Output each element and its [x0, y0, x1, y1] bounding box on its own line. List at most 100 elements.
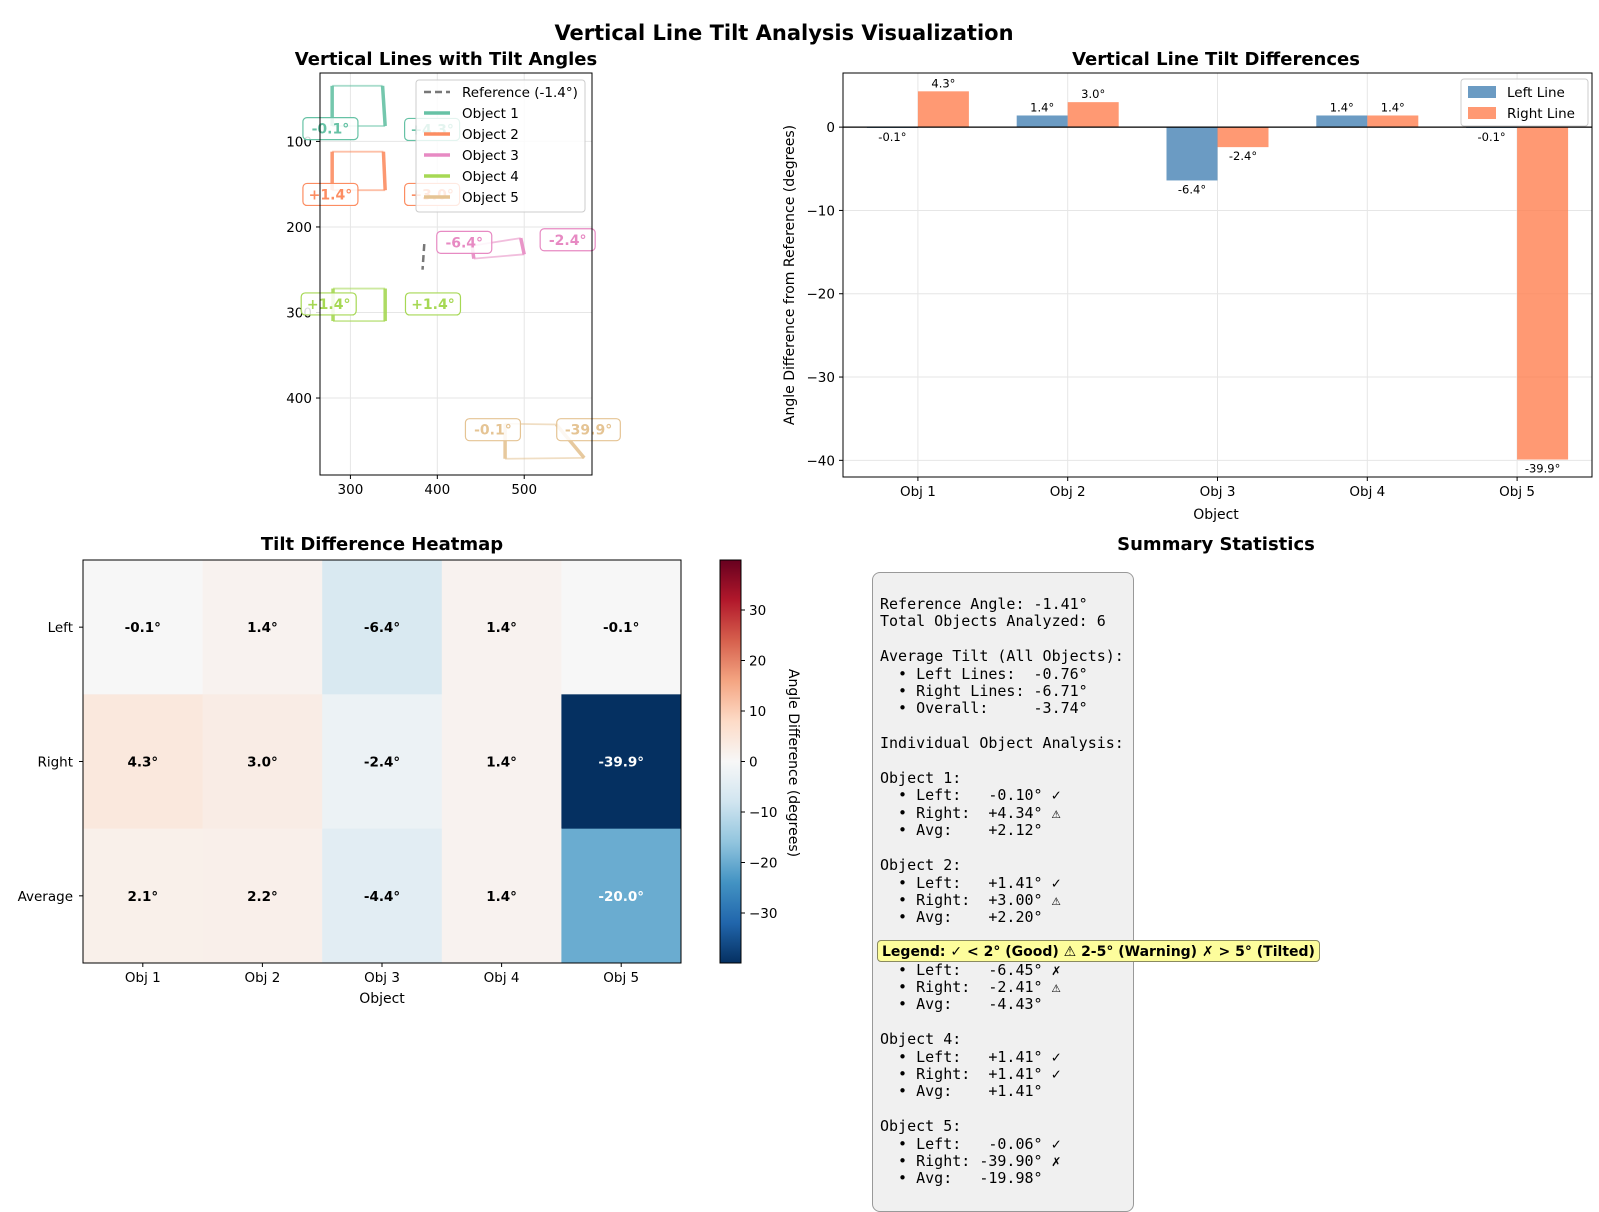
bars-panel-title: Vertical Line Tilt Differences: [1072, 49, 1360, 70]
object-5-left-label-box: [464, 418, 522, 442]
x-tick-label: Obj 1: [900, 484, 936, 500]
x-tick-label: Obj 2: [1050, 484, 1086, 500]
bar-value-label: 4.3°: [931, 76, 955, 90]
heatmap-cell: [561, 828, 682, 964]
heatmap-cell-label: -2.4°: [364, 755, 400, 771]
heatmap-cell: [202, 694, 323, 830]
object-1-left-angle-label: -0.1°: [312, 122, 350, 138]
object-5-right-label-box: [556, 418, 621, 442]
legend-object-5-label: Object 5: [462, 190, 519, 206]
x-tick-label: Obj 5: [603, 970, 639, 986]
figure-title: Vertical Line Tilt Analysis Visualizatio…: [554, 21, 1013, 45]
object-3-left-angle-label: -6.4°: [445, 235, 483, 251]
object-5-right-angle-label: -39.9°: [565, 423, 612, 439]
colorbar-tick-label: 30: [749, 603, 766, 619]
heatmap-cell-label: 3.0°: [247, 755, 278, 771]
object-4-right-label-box: [404, 292, 462, 316]
bar-value-label: 1.4°: [1330, 100, 1354, 114]
colorbar: [719, 559, 742, 964]
heatmap-xlabel: Object: [359, 991, 405, 1007]
y-tick-label: −40: [807, 453, 836, 469]
object-3-right-angle-label: -2.4°: [549, 233, 587, 249]
object-3-group: -6.4° -2.4°: [436, 228, 596, 260]
x-tick-label: 500: [511, 482, 537, 498]
object-1-left-label-box: [302, 116, 359, 141]
legend-swatch-right: [1468, 107, 1496, 119]
right-line-bar: [1367, 115, 1419, 128]
heatmap-cell-label: 2.1°: [127, 889, 158, 905]
colorbar-tick-label: 20: [749, 653, 766, 669]
left-line-bar: [1316, 115, 1368, 128]
y-tick-label: −20: [807, 287, 836, 303]
object-3-bottom-edge: [473, 253, 525, 260]
x-tick-label: Obj 4: [1349, 484, 1385, 500]
heatmap-title: Tilt Difference Heatmap: [261, 534, 503, 555]
left-line-bar: [1016, 115, 1068, 128]
lines-panel-frame: [319, 72, 593, 476]
y-tick-label: 400: [286, 391, 312, 407]
object-5-bottom-edge: [505, 456, 585, 460]
x-tick-label: Obj 1: [125, 970, 161, 986]
colorbar-tick-label: −10: [749, 805, 778, 821]
heatmap-cell-label: -0.1°: [603, 620, 639, 636]
heatmap-cell: [561, 560, 682, 695]
object-4-group: +1.4° +1.4°: [300, 287, 462, 322]
heatmap-cell: [441, 560, 562, 695]
x-tick-label: Obj 2: [244, 970, 280, 986]
bars-panel: Vertical Line Tilt Differences 0 −10 −20 −3…: [782, 49, 1593, 523]
lines-panel-title: Vertical Lines with Tilt Angles: [295, 49, 597, 70]
heatmap-cell: [83, 694, 204, 830]
colorbar-tick-label: −20: [749, 856, 778, 872]
object-3-right-label-box: [539, 228, 596, 252]
bar-value-label: -2.4°: [1229, 149, 1257, 163]
heatmap-cell: [322, 560, 443, 695]
right-line-bar: [1217, 127, 1269, 148]
heatmap-cell: [322, 694, 443, 830]
summary-legend-note: Legend: ✓ < 2° (Good) ⚠ 2-5° (Warning) ✗…: [877, 940, 1320, 962]
heatmap-cell-label: 4.3°: [127, 755, 158, 771]
heatmap-cell: [202, 560, 323, 695]
object-1-right-line: [380, 85, 387, 127]
lines-legend: Reference (-1.4°) Object 1 Object 2 Object…: [415, 79, 586, 213]
legend-object-1-label: Object 1: [462, 106, 519, 122]
heatmap-cell: [83, 560, 204, 695]
bar-value-label: -0.1°: [878, 130, 906, 144]
object-4-left-label-box: [300, 292, 357, 316]
heatmap-cell-label: -4.4°: [364, 889, 400, 905]
object-2-left-label-box: [302, 182, 359, 207]
heatmap-cell-label: -20.0°: [598, 889, 644, 905]
bar-value-label: 3.0°: [1081, 87, 1105, 101]
x-tick-label: Obj 4: [484, 970, 520, 986]
heatmap-cell: [441, 828, 562, 964]
summary-text: Reference Angle: -1.41° Total Objects An…: [880, 595, 1124, 1188]
summary-title: Summary Statistics: [1117, 534, 1315, 555]
y-tick-label: Average: [18, 889, 73, 905]
reference-line: [421, 243, 426, 270]
object-3-left-label-box: [436, 230, 493, 254]
right-line-bar: [1517, 127, 1569, 460]
colorbar-tick-label: 10: [749, 704, 766, 720]
legend-object-3-label: Object 3: [462, 148, 519, 164]
legend-label-right: Right Line: [1507, 106, 1575, 122]
colorbar-tick-label: −30: [749, 906, 778, 922]
y-tick-label: −10: [807, 203, 836, 219]
heatmap-cell: [202, 828, 323, 964]
bar-value-label: -6.4°: [1178, 182, 1206, 196]
bars-panel-frame: [842, 72, 1593, 478]
heatmap-cell: [441, 694, 562, 830]
heatmap-cell-label: 1.4°: [486, 755, 517, 771]
heatmap-cell-label: -6.4°: [364, 620, 400, 636]
right-line-bar: [917, 91, 969, 128]
x-tick-label: Obj 3: [364, 970, 400, 986]
object-2-left-angle-label: +1.4°: [309, 187, 353, 203]
y-tick-label: 0: [826, 120, 835, 136]
object-3-right-line: [519, 237, 526, 255]
heatmap-cell: [322, 828, 443, 964]
heatmap-cell-label: 2.2°: [247, 889, 278, 905]
heatmap-panel: Tilt Difference Heatmap -0.1° 1.4° -6.4° 1.…: [18, 534, 801, 1007]
bar-value-label: 1.4°: [1030, 100, 1054, 114]
x-tick-label: 300: [338, 482, 364, 498]
heatmap-cell-label: 1.4°: [486, 620, 517, 636]
legend-swatch-left: [1468, 86, 1496, 98]
